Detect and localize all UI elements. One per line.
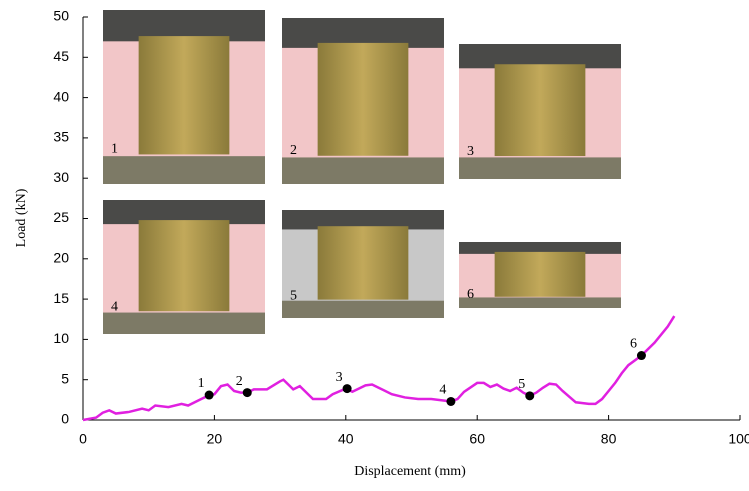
inset-label: 3 <box>467 144 474 159</box>
stage-point <box>243 388 252 397</box>
y-tick-label: 5 <box>61 370 69 386</box>
inset-label: 5 <box>290 289 297 304</box>
specimen <box>139 220 230 311</box>
press-plate-bottom <box>103 313 265 334</box>
stage-label: 6 <box>630 337 637 352</box>
y-tick-label: 40 <box>53 88 69 104</box>
x-tick-label: 100 <box>728 431 749 447</box>
photo-insets: 1 2 3 4 5 6 <box>103 10 621 334</box>
specimen <box>495 64 586 156</box>
y-tick-label: 30 <box>53 169 69 185</box>
y-tick-label: 45 <box>53 48 69 64</box>
press-plate-bottom <box>282 157 444 184</box>
x-tick-label: 20 <box>207 431 223 447</box>
specimen <box>318 43 409 156</box>
y-tick-label: 0 <box>61 411 69 427</box>
stage-label: 4 <box>439 383 446 398</box>
y-tick-label: 50 <box>53 8 69 24</box>
inset-label: 1 <box>111 141 118 156</box>
specimen <box>495 252 586 297</box>
press-plate-bottom <box>459 157 621 179</box>
y-tick-label: 25 <box>53 209 69 225</box>
y-tick-label: 15 <box>53 290 69 306</box>
press-plate-bottom <box>282 301 444 318</box>
stage-point <box>446 397 455 406</box>
stage-point <box>343 384 352 393</box>
stage-label: 3 <box>336 370 343 385</box>
y-tick-label: 35 <box>53 129 69 145</box>
inset-label: 4 <box>111 299 118 314</box>
x-tick-label: 0 <box>79 431 87 447</box>
y-tick-label: 10 <box>53 330 69 346</box>
stage-label: 5 <box>518 377 525 392</box>
stage-point <box>205 391 214 400</box>
chart: 123456 Displacement (mm) Load (kN) 05101… <box>0 0 749 486</box>
press-plate-bottom <box>103 156 265 184</box>
stage-label: 1 <box>198 376 205 391</box>
y-tick-label: 20 <box>53 250 69 266</box>
stage-label: 2 <box>236 374 243 389</box>
x-tick-label: 40 <box>338 431 354 447</box>
y-axis-label: Load (kN) <box>14 188 29 247</box>
specimen <box>318 226 409 299</box>
x-tick-label: 80 <box>601 431 617 447</box>
x-axis-label: Displacement (mm) <box>354 464 466 479</box>
inset-label: 2 <box>290 143 297 158</box>
press-plate-bottom <box>459 297 621 308</box>
stage-point <box>525 391 534 400</box>
inset-label: 6 <box>467 287 474 302</box>
x-tick-label: 60 <box>469 431 485 447</box>
stage-point <box>637 351 646 360</box>
specimen <box>139 36 230 154</box>
